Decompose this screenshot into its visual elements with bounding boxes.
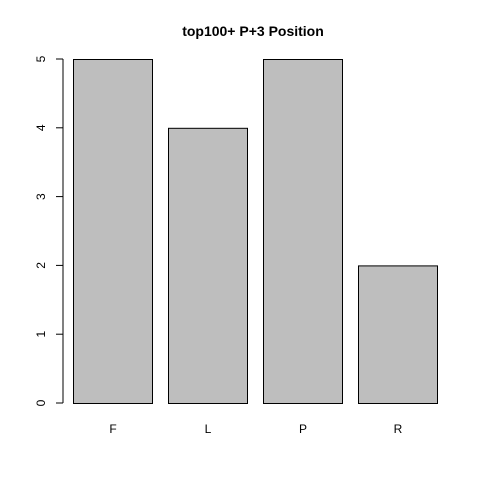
x-label-R: R <box>394 422 403 436</box>
x-label-L: L <box>205 422 212 436</box>
y-tick-label-2: 2 <box>34 262 48 269</box>
x-label-P: P <box>299 422 307 436</box>
bar-L <box>168 127 248 405</box>
chart-title: top100+ P+3 Position <box>182 23 324 39</box>
y-tick-label-3: 3 <box>34 193 48 200</box>
x-label-F: F <box>109 422 116 436</box>
y-tick-label-0: 0 <box>34 399 48 406</box>
y-tick-label-1: 1 <box>34 331 48 338</box>
y-tick-label-5: 5 <box>34 55 48 62</box>
bars-group <box>73 59 438 405</box>
bar-F <box>73 59 153 404</box>
bar-R <box>358 265 438 404</box>
y-tick-label-4: 4 <box>34 124 48 131</box>
bar-P <box>263 59 343 404</box>
y-axis: 0 1 2 3 4 5 <box>34 55 64 406</box>
